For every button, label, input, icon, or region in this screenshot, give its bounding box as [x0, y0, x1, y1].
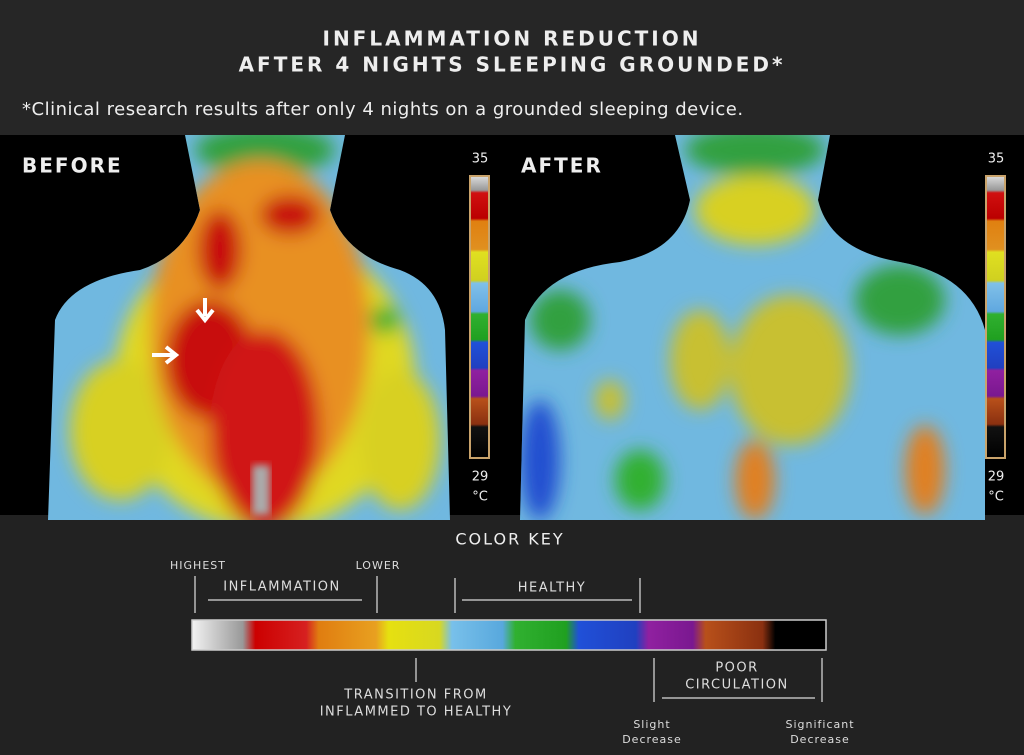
note: *Clinical research results after only 4 … [22, 99, 744, 120]
scale-bottom: 29 [988, 470, 1005, 485]
scale-after: 35 29 °C [985, 152, 1006, 505]
key-label: HIGHEST [170, 559, 226, 572]
key-label: CIRCULATION [685, 678, 789, 693]
scale-unit: °C [988, 490, 1004, 505]
key-title: COLOR KEY [455, 530, 564, 549]
arrow [195, 298, 215, 324]
arrow [152, 345, 180, 365]
scale-top: 35 [472, 152, 489, 167]
scale-top: 35 [988, 152, 1005, 167]
key-label: Significant [785, 718, 854, 731]
key-label: Decrease [790, 733, 850, 746]
panel-label: AFTER [521, 154, 603, 178]
panel-label: BEFORE [22, 154, 123, 178]
key-label: INFLAMMATION [223, 580, 341, 595]
key-label: POOR [715, 661, 758, 676]
title: AFTER 4 NIGHTS SLEEPING GROUNDED* [239, 53, 786, 77]
scale-before: 35 29 °C [469, 152, 490, 505]
key-label: Decrease [622, 733, 682, 746]
key-label: TRANSITION FROM [343, 688, 487, 703]
color-key: COLOR KEY HIGHEST LOWER INFLAMMATION HEA… [170, 530, 854, 747]
scale-bar [985, 175, 1006, 459]
key-label: Slight [633, 718, 670, 731]
scale-unit: °C [472, 490, 488, 505]
scale-bottom: 29 [472, 470, 489, 485]
scale-bar [469, 175, 490, 459]
title: INFLAMMATION REDUCTION [323, 27, 702, 51]
key-bar [191, 619, 827, 651]
key-label: INFLAMMED TO HEALTHY [320, 705, 513, 720]
key-label: LOWER [356, 559, 401, 572]
key-label: HEALTHY [518, 581, 587, 596]
header-bg [0, 0, 1024, 135]
